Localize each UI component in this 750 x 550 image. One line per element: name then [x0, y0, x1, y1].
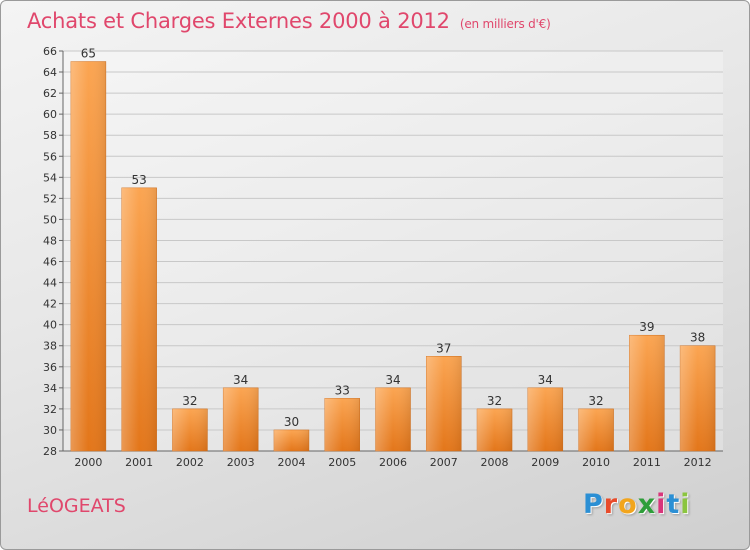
logo-letter: i — [656, 489, 667, 520]
value-label: 34 — [538, 373, 553, 387]
x-tick-label: 2009 — [531, 456, 559, 469]
y-tick-label: 34 — [43, 382, 57, 395]
logo-letter: t — [666, 489, 681, 520]
y-tick-label: 46 — [43, 256, 57, 269]
logo-letter: P — [583, 489, 604, 520]
value-label: 65 — [81, 47, 96, 61]
x-tick-label: 2006 — [379, 456, 407, 469]
logo-letter: x — [637, 489, 657, 520]
bar-shine — [426, 356, 462, 451]
x-tick-label: 2003 — [227, 456, 255, 469]
bars — [70, 61, 716, 452]
value-label: 38 — [690, 331, 705, 345]
y-tick-label: 42 — [43, 298, 57, 311]
bar-shine — [70, 61, 106, 452]
value-label: 34 — [233, 373, 248, 387]
grid — [59, 50, 723, 452]
x-tick-label: 2005 — [328, 456, 356, 469]
x-tick-label: 2002 — [176, 456, 204, 469]
value-label: 30 — [284, 415, 299, 429]
y-tick-label: 50 — [43, 213, 57, 226]
value-label: 33 — [335, 383, 350, 397]
x-tick-label: 2007 — [430, 456, 458, 469]
plot-area — [63, 51, 723, 451]
bar-shine — [629, 335, 665, 451]
x-tick-label: 2011 — [633, 456, 661, 469]
y-tick-label: 62 — [43, 87, 57, 100]
value-label: 34 — [385, 373, 400, 387]
proxiti-logo: Proxiti — [583, 489, 691, 520]
chart-subtitle: (en milliers d'€) — [459, 17, 551, 31]
y-tick-label: 66 — [43, 45, 57, 58]
y-tick-label: 38 — [43, 340, 57, 353]
y-tick-label: 60 — [43, 108, 57, 121]
y-tick-label: 36 — [43, 361, 57, 374]
value-label: 37 — [436, 341, 451, 355]
value-label: 32 — [487, 394, 502, 408]
bar-shine — [375, 387, 411, 451]
x-tick-label: 2001 — [125, 456, 153, 469]
x-tick-label: 2010 — [582, 456, 610, 469]
chart-title-text: Achats et Charges Externes 2000 à 2012 — [27, 9, 450, 33]
x-tick-label: 2000 — [74, 456, 102, 469]
value-label: 39 — [639, 320, 654, 334]
bar-shine — [578, 408, 614, 451]
labels: 28 30 32 34 36 38 40 42 44 46 48 50 52 54 56 58 60 62 64 66… — [43, 45, 712, 469]
x-tick-label: 2004 — [277, 456, 305, 469]
bar-shine — [223, 387, 259, 451]
y-tick-label: 48 — [43, 234, 57, 247]
value-label: 32 — [588, 394, 603, 408]
bar-shine — [527, 387, 563, 451]
bar-shine — [324, 398, 360, 451]
y-tick-label: 30 — [43, 424, 57, 437]
value-label: 53 — [132, 173, 147, 187]
y-tick-label: 28 — [43, 445, 57, 458]
y-tick-label: 56 — [43, 150, 57, 163]
logo-letter: r — [603, 489, 619, 520]
y-tick-label: 58 — [43, 129, 57, 142]
value-label: 32 — [182, 394, 197, 408]
y-tick-label: 64 — [43, 66, 57, 79]
y-tick-label: 54 — [43, 171, 57, 184]
bar-shine — [172, 408, 208, 451]
bar-shine — [121, 187, 157, 451]
logo-letter: o — [618, 489, 638, 520]
bar-shine — [273, 429, 309, 451]
y-tick-label: 52 — [43, 192, 57, 205]
bar-shine — [477, 408, 513, 451]
chart-title: Achats et Charges Externes 2000 à 2012 (e… — [27, 9, 551, 33]
commune-name: LéOGEATS — [27, 495, 126, 517]
y-tick-label: 32 — [43, 403, 57, 416]
x-tick-label: 2008 — [481, 456, 509, 469]
logo-letter: i — [680, 489, 691, 520]
y-tick-label: 40 — [43, 319, 57, 332]
bar-shine — [680, 345, 716, 451]
x-tick-label: 2012 — [684, 456, 712, 469]
y-tick-label: 44 — [43, 277, 57, 290]
